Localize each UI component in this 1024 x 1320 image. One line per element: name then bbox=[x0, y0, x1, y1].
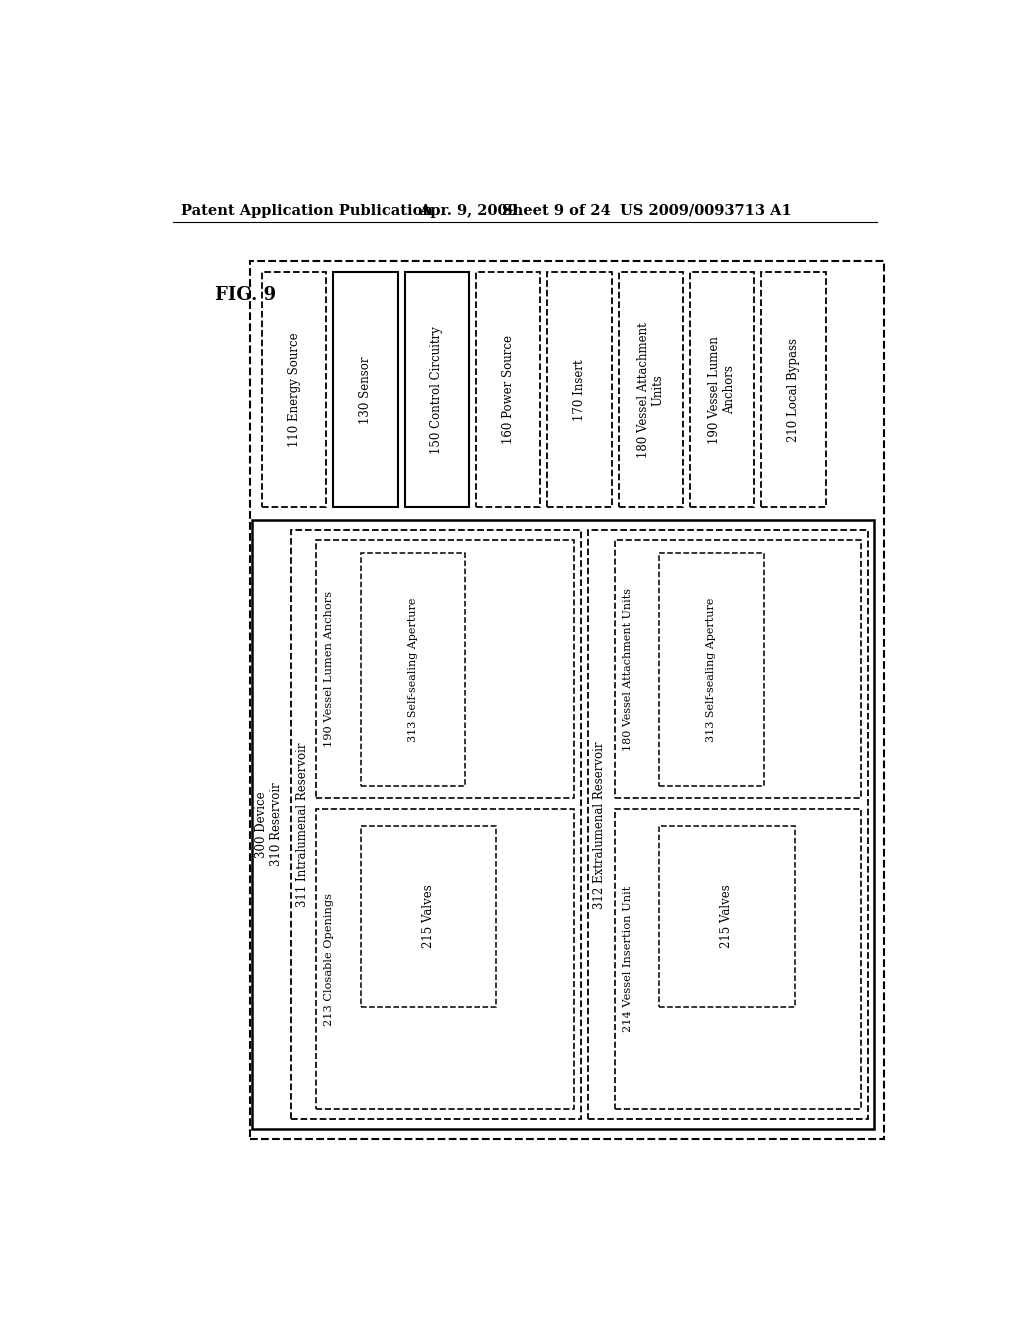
Text: FIG. 9: FIG. 9 bbox=[215, 286, 275, 305]
Bar bbox=[614, 540, 861, 799]
Bar bbox=[360, 553, 465, 785]
Bar bbox=[690, 272, 755, 507]
Text: 190 Vessel Lumen Anchors: 190 Vessel Lumen Anchors bbox=[325, 591, 335, 747]
Text: 300 Device: 300 Device bbox=[255, 791, 268, 858]
Bar bbox=[547, 272, 611, 507]
Bar bbox=[588, 531, 868, 1119]
Text: Sheet 9 of 24: Sheet 9 of 24 bbox=[502, 203, 610, 218]
Text: 313 Self-sealing Aperture: 313 Self-sealing Aperture bbox=[408, 598, 418, 742]
Text: 160 Power Source: 160 Power Source bbox=[502, 335, 515, 445]
Bar bbox=[658, 553, 764, 785]
Bar bbox=[360, 826, 496, 1007]
Text: 313 Self-sealing Aperture: 313 Self-sealing Aperture bbox=[707, 598, 716, 742]
Text: 180 Vessel Attachment
Units: 180 Vessel Attachment Units bbox=[637, 322, 665, 458]
Text: 214 Vessel Insertion Unit: 214 Vessel Insertion Unit bbox=[623, 886, 633, 1032]
Bar bbox=[334, 272, 397, 507]
Text: 213 Closable Openings: 213 Closable Openings bbox=[325, 892, 335, 1026]
Bar bbox=[291, 531, 582, 1119]
Bar bbox=[316, 809, 574, 1109]
Bar bbox=[618, 272, 683, 507]
Bar bbox=[476, 272, 541, 507]
Text: 215 Valves: 215 Valves bbox=[422, 884, 435, 948]
Text: 215 Valves: 215 Valves bbox=[720, 884, 733, 948]
Text: 310 Reservoir: 310 Reservoir bbox=[270, 783, 284, 866]
Text: 180 Vessel Attachment Units: 180 Vessel Attachment Units bbox=[623, 587, 633, 751]
Text: Apr. 9, 2009: Apr. 9, 2009 bbox=[419, 203, 517, 218]
Bar bbox=[404, 272, 469, 507]
Bar bbox=[761, 272, 825, 507]
Text: 311 Intralumenal Reservoir: 311 Intralumenal Reservoir bbox=[296, 743, 309, 907]
Bar bbox=[658, 826, 795, 1007]
Bar bbox=[614, 809, 861, 1109]
Text: 170 Insert: 170 Insert bbox=[573, 359, 586, 421]
Text: Patent Application Publication: Patent Application Publication bbox=[180, 203, 433, 218]
Bar bbox=[262, 272, 327, 507]
Text: US 2009/0093713 A1: US 2009/0093713 A1 bbox=[621, 203, 792, 218]
Bar bbox=[316, 540, 574, 799]
Text: 130 Sensor: 130 Sensor bbox=[359, 356, 372, 424]
Text: 110 Energy Source: 110 Energy Source bbox=[288, 333, 301, 447]
Text: 150 Control Circuitry: 150 Control Circuitry bbox=[430, 326, 443, 454]
Bar bbox=[251, 261, 885, 1139]
Bar bbox=[252, 520, 873, 1129]
Text: 312 Extralumenal Reservoir: 312 Extralumenal Reservoir bbox=[593, 741, 606, 908]
Text: 210 Local Bypass: 210 Local Bypass bbox=[786, 338, 800, 442]
Text: 190 Vessel Lumen
Anchors: 190 Vessel Lumen Anchors bbox=[708, 335, 736, 444]
